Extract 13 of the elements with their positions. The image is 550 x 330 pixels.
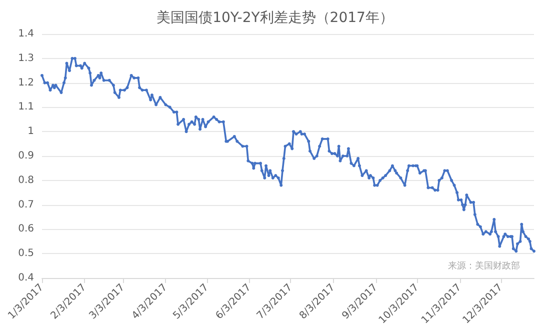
y-tick-label: 1.4: [18, 28, 34, 40]
y-tick-label: 1.2: [18, 77, 34, 88]
y-tick-label: 1.3: [18, 52, 34, 64]
chart-title: 美国国债10Y-2Y利差走势（2017年）: [156, 10, 394, 26]
y-tick-label: 1: [28, 126, 34, 138]
y-tick-label: 0.8: [18, 174, 34, 186]
y-tick-label: 0.9: [18, 150, 34, 162]
y-tick-label: 0.4: [18, 272, 34, 284]
y-tick-label: 0.6: [18, 224, 34, 235]
y-tick-label: 0.7: [18, 199, 34, 210]
y-tick-label: 1.1: [18, 102, 34, 113]
annotation: 来源：美国财政部: [448, 260, 520, 272]
y-tick-label: 0.5: [18, 248, 34, 260]
